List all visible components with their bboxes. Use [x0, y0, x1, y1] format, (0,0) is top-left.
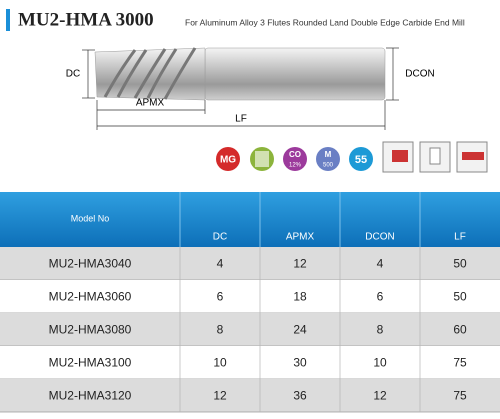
- cell: 24: [293, 323, 307, 337]
- cell: 12: [213, 389, 227, 403]
- icon-m-val: 500: [323, 163, 334, 169]
- cell: 8: [217, 323, 224, 337]
- cell: MU2-HMA3100: [49, 356, 132, 370]
- icon-co: CO: [289, 150, 301, 159]
- table-row: [0, 379, 500, 412]
- cell: 4: [377, 257, 384, 271]
- cell: 50: [453, 257, 467, 271]
- subtitle: For Aluminum Alloy 3 Flutes Rounded Land…: [185, 17, 465, 27]
- column-header: DCON: [365, 232, 394, 243]
- cell: 6: [217, 290, 224, 304]
- icon-co-pct: 12%: [289, 163, 302, 169]
- dc-label: DC: [66, 69, 80, 80]
- table-row: [0, 280, 500, 313]
- icon-m: M: [325, 150, 332, 159]
- cell: MU2-HMA3120: [49, 389, 132, 403]
- cell: MU2-HMA3080: [49, 323, 132, 337]
- tool: [94, 47, 386, 101]
- cell: 75: [453, 356, 467, 370]
- table-header: [0, 192, 500, 247]
- cell: MU2-HMA3060: [49, 290, 132, 304]
- cell: 6: [377, 290, 384, 304]
- cell: 75: [453, 389, 467, 403]
- cell: 50: [453, 290, 467, 304]
- cell: 60: [453, 323, 467, 337]
- cell: 18: [293, 290, 307, 304]
- cell: MU2-HMA3040: [49, 257, 132, 271]
- dimension-lines: [82, 47, 399, 130]
- cell: 8: [377, 323, 384, 337]
- apmx-label: APMX: [136, 98, 165, 109]
- title: MU2-HMA 3000: [18, 9, 154, 30]
- table-row: [0, 346, 500, 379]
- cell: 36: [293, 389, 307, 403]
- lf-label: LF: [235, 114, 247, 125]
- dcon-label: DCON: [405, 69, 434, 80]
- cell: 30: [293, 356, 307, 370]
- table-row: [0, 313, 500, 346]
- column-header: Model No: [71, 213, 110, 223]
- icon-angle: 55: [355, 154, 367, 166]
- cell: 10: [373, 356, 387, 370]
- title-bar: [6, 9, 10, 31]
- column-header: DC: [213, 232, 227, 243]
- cell: 10: [213, 356, 227, 370]
- cell: 12: [373, 389, 387, 403]
- table-row: [0, 247, 500, 280]
- column-header: APMX: [286, 232, 315, 243]
- cell: 12: [293, 257, 307, 271]
- icons: MG CO 12% M 500 55: [216, 141, 488, 173]
- icon-mg: MG: [220, 155, 236, 166]
- column-header: LF: [454, 232, 466, 243]
- cell: 4: [217, 257, 224, 271]
